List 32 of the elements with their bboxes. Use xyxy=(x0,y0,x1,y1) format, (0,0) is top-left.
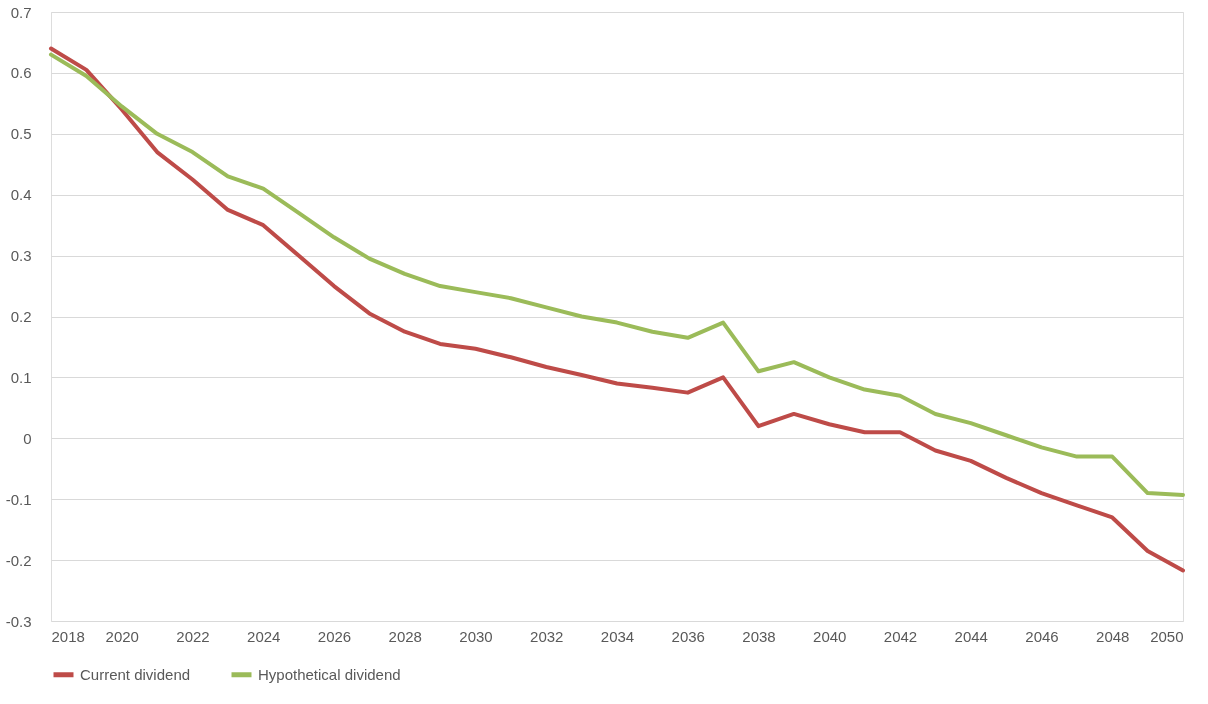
x-tick-label: 2024 xyxy=(247,627,281,645)
y-tick-label: 0.3 xyxy=(10,247,32,265)
line-series xyxy=(49,46,1185,573)
y-tick-label: 0 xyxy=(23,429,32,447)
x-tick-label: 2040 xyxy=(813,627,847,645)
x-tick-label: 2034 xyxy=(600,627,635,645)
x-tick-label: 2032 xyxy=(530,627,564,645)
x-tick-label: 2036 xyxy=(671,627,705,645)
x-tick-label: 2028 xyxy=(388,627,422,645)
y-tick-label: -0.3 xyxy=(5,612,32,630)
y-tick-label: -0.1 xyxy=(5,490,32,508)
x-tick-label: 2022 xyxy=(176,627,210,645)
x-tick-label: 2046 xyxy=(1025,627,1059,645)
y-tick-label: 0.6 xyxy=(10,64,32,82)
y-tick-label: 0.1 xyxy=(10,368,32,386)
y-tick-label: 0.2 xyxy=(10,308,32,325)
x-tick-label: 2048 xyxy=(1096,627,1130,645)
y-tick-label: 0.5 xyxy=(10,125,32,143)
x-tick-label: 2038 xyxy=(742,627,776,645)
legend-label: Current dividend xyxy=(80,665,191,683)
x-tick-label: 2018 xyxy=(51,627,85,645)
x-tick-label: 2042 xyxy=(883,627,918,645)
x-tick-label: 2050 xyxy=(1150,627,1184,645)
legend-label: Hypothetical dividend xyxy=(258,665,401,683)
y-tick-label: 0.4 xyxy=(10,186,32,204)
line-series xyxy=(49,52,1185,497)
y-tick-label: -0.2 xyxy=(5,551,32,569)
x-tick-label: 2026 xyxy=(317,627,352,645)
x-tick-label: 2044 xyxy=(954,627,988,645)
x-tick-label: 2030 xyxy=(459,627,493,645)
y-tick-label: 0.7 xyxy=(10,3,32,21)
x-tick-label: 2020 xyxy=(105,627,139,645)
